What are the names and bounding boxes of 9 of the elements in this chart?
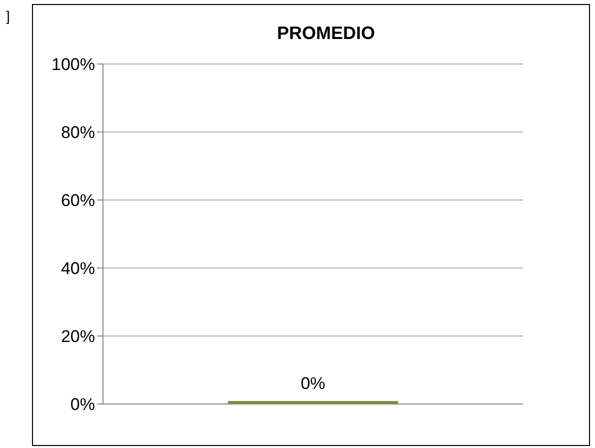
y-tick-label: 20%	[60, 327, 95, 346]
text: ]	[6, 8, 10, 24]
y-tick-label: 100%	[52, 55, 95, 74]
y-tick-label: 60%	[60, 191, 95, 210]
y-tick-label: 80%	[60, 123, 95, 142]
data-label: 0%	[300, 374, 326, 393]
y-tick-label: 40%	[60, 259, 95, 278]
chart-title: PROMEDIO	[276, 23, 376, 44]
y-tick-label: 0%	[70, 395, 95, 414]
